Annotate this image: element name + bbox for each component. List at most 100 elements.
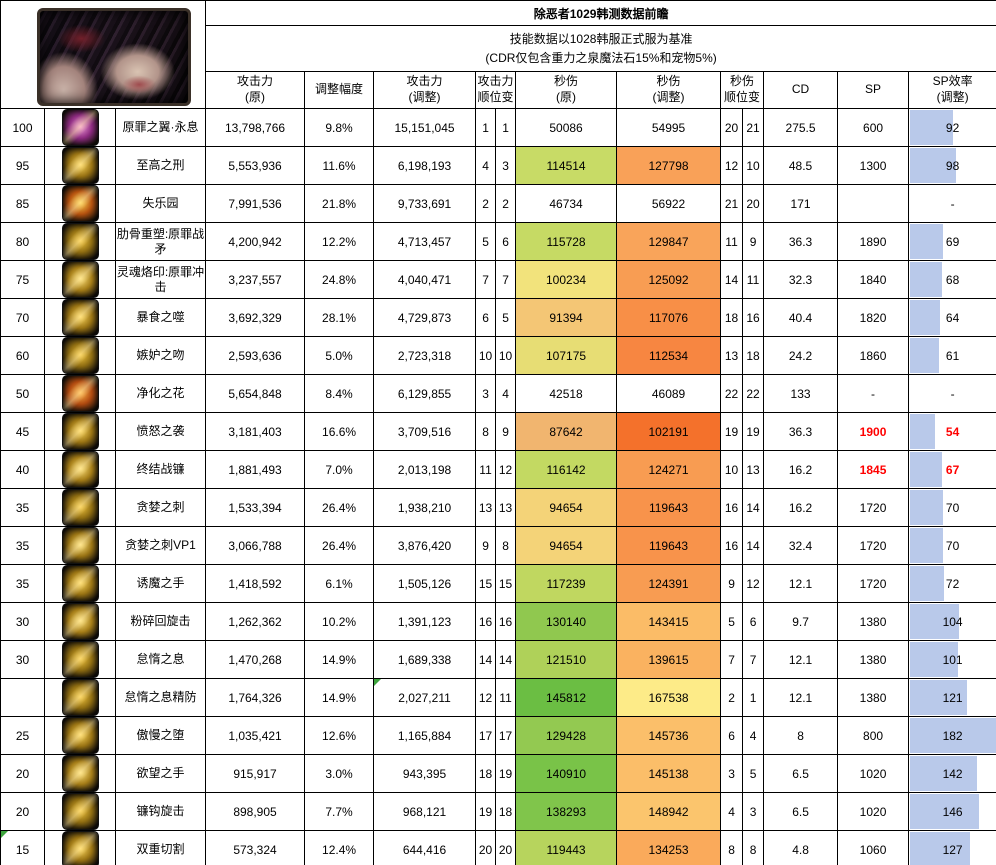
sp-cell[interactable]: 1060 — [837, 830, 910, 865]
dps-rank-orig-cell[interactable]: 6 — [720, 716, 744, 755]
level-cell[interactable]: 85 — [0, 184, 45, 223]
atk-orig-cell[interactable]: 898,905 — [205, 792, 306, 831]
dps-new-cell[interactable]: 145736 — [616, 716, 722, 755]
dps-rank-orig-cell[interactable]: 10 — [720, 450, 744, 489]
dps-rank-new-cell[interactable]: 19 — [742, 412, 765, 451]
dps-rank-orig-cell[interactable]: 2 — [720, 678, 744, 717]
adjust-cell[interactable]: 14.9% — [304, 678, 375, 717]
cd-cell[interactable]: 4.8 — [763, 830, 839, 865]
icon-cell[interactable] — [44, 412, 116, 451]
dps-rank-new-cell[interactable]: 13 — [742, 450, 765, 489]
atk-new-cell[interactable]: 2,027,211 — [373, 678, 477, 717]
level-cell[interactable]: 35 — [0, 526, 45, 565]
dps-rank-orig-cell[interactable]: 12 — [720, 146, 744, 185]
skill-name-cell[interactable]: 暴食之噬 — [114, 298, 207, 337]
sp-eff-cell[interactable]: - — [908, 374, 996, 413]
sp-cell[interactable]: 1380 — [837, 602, 910, 641]
atk-rank-orig-cell[interactable]: 5 — [475, 222, 497, 261]
atk-orig-cell[interactable]: 573,324 — [205, 830, 306, 865]
sp-cell[interactable]: 1020 — [837, 754, 910, 793]
atk-orig-cell[interactable]: 5,553,936 — [205, 146, 306, 185]
atk-orig-cell[interactable]: 1,262,362 — [205, 602, 306, 641]
adjust-cell[interactable]: 12.6% — [304, 716, 375, 755]
sp-cell[interactable]: 800 — [837, 716, 910, 755]
skill-name-cell[interactable]: 至高之刑 — [114, 146, 207, 185]
adjust-cell[interactable]: 9.8% — [304, 108, 375, 147]
sp-eff-cell[interactable]: 104 — [908, 602, 996, 641]
level-cell[interactable]: 40 — [0, 450, 45, 489]
cd-cell[interactable]: 48.5 — [763, 146, 839, 185]
col-header-sp[interactable]: SP — [837, 71, 910, 109]
atk-new-cell[interactable]: 15,151,045 — [373, 108, 477, 147]
sp-eff-cell[interactable]: - — [908, 184, 996, 223]
dps-rank-new-cell[interactable]: 16 — [742, 298, 765, 337]
atk-rank-new-cell[interactable]: 18 — [495, 792, 517, 831]
atk-rank-orig-cell[interactable]: 18 — [475, 754, 497, 793]
atk-new-cell[interactable]: 3,876,420 — [373, 526, 477, 565]
atk-rank-orig-cell[interactable]: 14 — [475, 640, 497, 679]
dps-orig-cell[interactable]: 116142 — [515, 450, 618, 489]
icon-cell[interactable] — [44, 146, 116, 185]
col-header-atk-orig[interactable]: 攻击力 (原) — [205, 71, 306, 109]
level-cell[interactable]: 30 — [0, 602, 45, 641]
atk-rank-orig-cell[interactable]: 13 — [475, 488, 497, 527]
sp-eff-cell[interactable]: 101 — [908, 640, 996, 679]
skill-name-cell[interactable]: 贪婪之刺VP1 — [114, 526, 207, 565]
atk-new-cell[interactable]: 3,709,516 — [373, 412, 477, 451]
level-cell[interactable]: 45 — [0, 412, 45, 451]
icon-cell[interactable] — [44, 678, 116, 717]
sp-cell[interactable]: 1300 — [837, 146, 910, 185]
skill-name-cell[interactable]: 失乐园 — [114, 184, 207, 223]
atk-rank-orig-cell[interactable]: 17 — [475, 716, 497, 755]
atk-new-cell[interactable]: 2,723,318 — [373, 336, 477, 375]
dps-new-cell[interactable]: 145138 — [616, 754, 722, 793]
atk-orig-cell[interactable]: 3,181,403 — [205, 412, 306, 451]
sp-eff-cell[interactable]: 67 — [908, 450, 996, 489]
icon-cell[interactable] — [44, 222, 116, 261]
atk-orig-cell[interactable]: 5,654,848 — [205, 374, 306, 413]
icon-cell[interactable] — [44, 564, 116, 603]
sp-cell[interactable]: 1720 — [837, 526, 910, 565]
skill-name-cell[interactable]: 愤怒之袭 — [114, 412, 207, 451]
atk-rank-new-cell[interactable]: 9 — [495, 412, 517, 451]
dps-new-cell[interactable]: 119643 — [616, 526, 722, 565]
skill-name-cell[interactable]: 净化之花 — [114, 374, 207, 413]
atk-rank-new-cell[interactable]: 15 — [495, 564, 517, 603]
atk-rank-orig-cell[interactable]: 12 — [475, 678, 497, 717]
sp-cell[interactable]: - — [837, 374, 910, 413]
sp-eff-cell[interactable]: 92 — [908, 108, 996, 147]
atk-orig-cell[interactable]: 1,533,394 — [205, 488, 306, 527]
dps-orig-cell[interactable]: 107175 — [515, 336, 618, 375]
atk-rank-orig-cell[interactable]: 16 — [475, 602, 497, 641]
cd-cell[interactable]: 6.5 — [763, 792, 839, 831]
adjust-cell[interactable]: 16.6% — [304, 412, 375, 451]
skill-name-cell[interactable]: 原罪之翼·永息 — [114, 108, 207, 147]
atk-orig-cell[interactable]: 1,035,421 — [205, 716, 306, 755]
atk-new-cell[interactable]: 644,416 — [373, 830, 477, 865]
dps-new-cell[interactable]: 124271 — [616, 450, 722, 489]
adjust-cell[interactable]: 7.7% — [304, 792, 375, 831]
adjust-cell[interactable]: 12.4% — [304, 830, 375, 865]
col-header-dps-new[interactable]: 秒伤 (调整) — [616, 71, 722, 109]
dps-rank-orig-cell[interactable]: 16 — [720, 488, 744, 527]
icon-cell[interactable] — [44, 298, 116, 337]
cd-cell[interactable]: 16.2 — [763, 450, 839, 489]
dps-orig-cell[interactable]: 117239 — [515, 564, 618, 603]
sp-eff-cell[interactable]: 64 — [908, 298, 996, 337]
dps-new-cell[interactable]: 134253 — [616, 830, 722, 865]
cd-cell[interactable]: 16.2 — [763, 488, 839, 527]
atk-new-cell[interactable]: 9,733,691 — [373, 184, 477, 223]
sp-eff-cell[interactable]: 98 — [908, 146, 996, 185]
atk-rank-new-cell[interactable]: 1 — [495, 108, 517, 147]
dps-new-cell[interactable]: 117076 — [616, 298, 722, 337]
dps-rank-new-cell[interactable]: 21 — [742, 108, 765, 147]
level-cell[interactable]: 80 — [0, 222, 45, 261]
adjust-cell[interactable]: 28.1% — [304, 298, 375, 337]
dps-rank-orig-cell[interactable]: 22 — [720, 374, 744, 413]
cd-cell[interactable]: 6.5 — [763, 754, 839, 793]
dps-rank-orig-cell[interactable]: 14 — [720, 260, 744, 299]
atk-rank-orig-cell[interactable]: 20 — [475, 830, 497, 865]
atk-orig-cell[interactable]: 4,200,942 — [205, 222, 306, 261]
adjust-cell[interactable]: 21.8% — [304, 184, 375, 223]
atk-rank-new-cell[interactable]: 4 — [495, 374, 517, 413]
